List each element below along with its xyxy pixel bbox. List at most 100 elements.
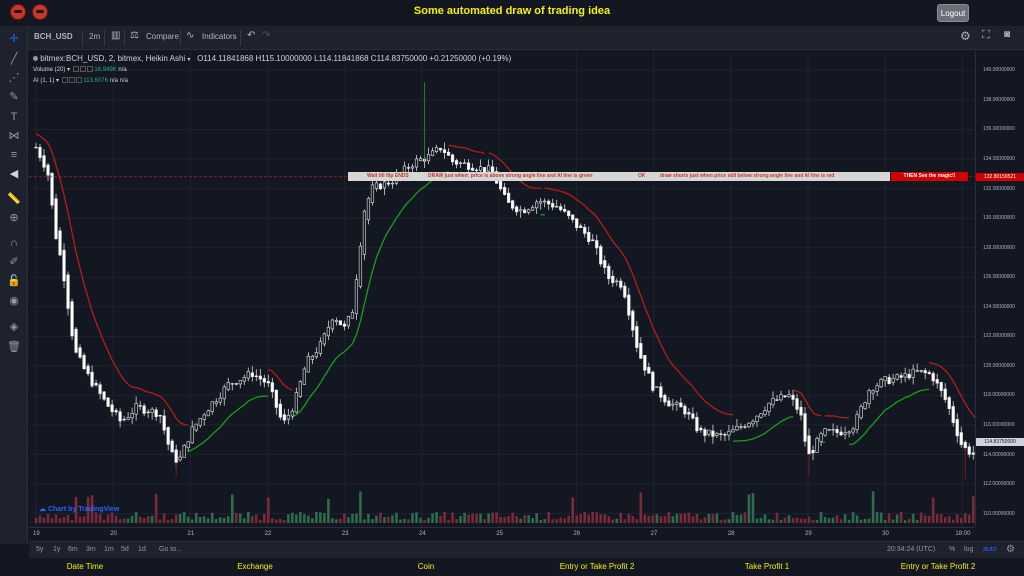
settings-gear-icon[interactable]: ⚙ <box>960 29 971 43</box>
snapshot-camera-icon[interactable]: ◙ <box>1004 29 1011 40</box>
text-tool-icon[interactable]: T <box>10 111 18 123</box>
footer-take-profit-1: Take Profit 1 <box>744 562 790 571</box>
volume-bar <box>919 512 923 523</box>
ai-line-segment <box>107 351 113 361</box>
redo-icon[interactable]: ↷ <box>262 30 271 41</box>
volume-bar <box>307 515 310 523</box>
logout-button[interactable]: Logout <box>937 4 969 22</box>
volume-label[interactable]: Volume (20) <box>33 67 66 73</box>
candle-body-up <box>322 333 326 345</box>
candle-body-up <box>326 326 330 337</box>
candle-body-down <box>691 413 695 419</box>
fib-tool-icon[interactable]: ⋰ <box>8 72 20 84</box>
volume-bar <box>859 519 863 523</box>
ai-line-segment <box>852 440 858 445</box>
utc-clock[interactable]: 20:34:24 (UTC) <box>887 546 936 553</box>
trash-icon[interactable]: 🗑 <box>7 341 21 353</box>
price-axis[interactable]: 140.00000000 138.00000000 136.00000000 134.… <box>975 51 1024 527</box>
interval-button[interactable]: 2m <box>89 32 101 41</box>
candle-body-down <box>967 446 971 455</box>
range-5y-button[interactable]: 5y <box>36 546 44 553</box>
undo-icon[interactable]: ↶ <box>247 30 256 41</box>
volume-bar <box>507 515 510 523</box>
candle-body-down <box>687 412 691 415</box>
ai-line-segment <box>872 418 878 425</box>
ruler-icon[interactable]: 📏 <box>7 193 21 205</box>
candle-body-up <box>871 390 875 394</box>
time-tick-label: 30 <box>882 531 889 537</box>
volume-bar <box>619 512 623 523</box>
ai-line-segment <box>155 394 161 397</box>
lock-icon[interactable]: 🔓 <box>7 275 21 287</box>
fullscreen-icon[interactable]: ⛶ <box>982 29 990 41</box>
goto-button[interactable]: Go to... <box>159 546 182 553</box>
volume-bar <box>122 518 126 523</box>
candle-body-up <box>290 410 294 417</box>
volume-bar <box>222 518 226 523</box>
candle-body-down <box>338 320 343 326</box>
range-5d-button[interactable]: 5d <box>121 546 129 553</box>
volume-bar <box>575 515 579 523</box>
ai-label[interactable]: AI (1, 1) <box>33 78 55 84</box>
auto-toggle[interactable]: auto <box>983 546 997 553</box>
settings-toggle-icon[interactable] <box>68 77 75 84</box>
log-toggle[interactable]: log <box>964 546 974 553</box>
stay-drawing-icon[interactable]: ✐ <box>9 256 19 268</box>
percent-toggle[interactable]: % <box>949 546 956 553</box>
tradingview-watermark[interactable]: ☁ Chart by TradingView <box>39 505 119 513</box>
volume-bar <box>379 512 382 523</box>
ai-line-segment <box>672 364 678 371</box>
settings-toggle-icon[interactable] <box>79 66 86 73</box>
ai-line-segment <box>87 297 93 312</box>
eye-icon[interactable]: ◉ <box>9 295 19 307</box>
range-3m-button[interactable]: 3m <box>86 546 96 553</box>
annotation-banner[interactable]: Wait till flip ENDS DRAW just when: pric… <box>348 172 890 181</box>
legend-caret-icon[interactable]: ▾ <box>187 57 191 63</box>
close-indicator-icon[interactable] <box>75 77 82 84</box>
symbol-search-button[interactable]: BCH_USD <box>34 32 73 41</box>
price-chart[interactable] <box>29 51 975 527</box>
eye-toggle-icon[interactable] <box>72 66 79 73</box>
candle-body-down <box>659 386 663 398</box>
chart-type-icon[interactable]: ▥ <box>111 30 121 41</box>
ai-line-segment <box>288 387 293 391</box>
layers-icon[interactable]: ◈ <box>9 321 19 333</box>
eye-toggle-icon[interactable] <box>61 77 68 84</box>
settings-gear-icon[interactable]: ⚙ <box>1006 544 1015 555</box>
zoom-in-icon[interactable]: ⊕ <box>9 212 19 224</box>
range-1m-button[interactable]: 1m <box>104 546 114 553</box>
candle-body-down <box>114 410 118 413</box>
volume-bar <box>106 514 110 523</box>
candle-body-down <box>438 147 443 151</box>
indicators-button[interactable]: Indicators <box>202 32 237 41</box>
range-1y-button[interactable]: 1y <box>53 546 61 553</box>
legend-symbol[interactable]: bitmex:BCH_USD, 2, bitmex, Heikin Ashi <box>40 54 186 63</box>
ai-line-segment <box>792 389 798 392</box>
range-1d-button[interactable]: 1d <box>138 546 146 553</box>
trend-line-icon[interactable]: ╱ <box>10 53 18 65</box>
ai-line-segment <box>35 133 41 137</box>
candle-body-down <box>547 200 551 205</box>
volume-bar <box>891 519 895 523</box>
annotation-magic-label[interactable]: THEN See the magic!! <box>891 172 968 181</box>
ai-line-segment <box>488 152 493 155</box>
ai-line-segment <box>796 390 802 394</box>
brush-icon[interactable]: ✎ <box>9 91 19 103</box>
range-6m-button[interactable]: 6m <box>68 546 78 553</box>
close-indicator-icon[interactable] <box>86 66 93 73</box>
compare-button[interactable]: Compare <box>146 32 179 41</box>
magnet-icon[interactable]: ∩ <box>10 237 18 249</box>
prediction-tool-icon[interactable]: ≡ <box>10 149 18 161</box>
ai-line-segment <box>412 192 417 199</box>
price-tick-label: 122.00000000 <box>983 333 1015 340</box>
indicators-icon: ∿ <box>186 30 195 41</box>
time-axis[interactable]: 19 20 21 22 23 24 25 26 27 28 29 30 18:00 <box>29 527 975 541</box>
crosshair-icon[interactable]: ✛ <box>9 33 19 45</box>
candle-body-up <box>615 280 619 283</box>
candle-body-down <box>278 403 282 418</box>
chart-pane[interactable] <box>29 51 975 527</box>
volume-bar <box>783 517 787 523</box>
back-arrow-icon[interactable]: ◀ <box>9 168 19 180</box>
pattern-tool-icon[interactable]: ⋈ <box>8 130 20 142</box>
volume-bar <box>146 516 150 523</box>
